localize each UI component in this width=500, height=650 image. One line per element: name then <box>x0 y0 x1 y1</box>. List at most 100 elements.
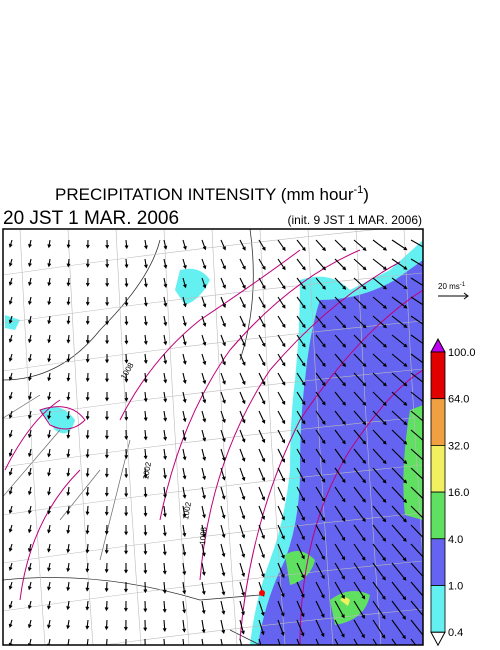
wind-arrow <box>8 505 13 514</box>
wind-arrow <box>239 315 246 328</box>
wind-arrow <box>162 619 167 633</box>
colorbar-label: 4.0 <box>448 534 463 546</box>
coastline <box>3 394 131 561</box>
wind-arrow <box>8 448 13 457</box>
wind-arrow <box>239 638 243 645</box>
wind-arrow <box>85 505 90 516</box>
wind-arrow <box>182 486 187 499</box>
reference-text: 20 ms <box>438 282 460 291</box>
wind-arrow <box>353 334 367 348</box>
wind-arrow <box>28 429 32 439</box>
wind-arrow <box>85 296 90 306</box>
wind-arrow <box>8 258 13 267</box>
title-text: PRECIPITATION INTENSITY (mm hour <box>55 185 354 204</box>
colorbar-label: 100.0 <box>448 347 476 359</box>
wind-arrow <box>28 296 32 306</box>
wind-arrow <box>220 315 226 328</box>
wind-arrow <box>315 296 326 310</box>
wind-arrow <box>315 581 325 599</box>
wind-arrow <box>334 562 345 580</box>
wind-arrow <box>410 524 423 539</box>
colorbar-label: 64.0 <box>448 394 469 406</box>
wind-arrow <box>315 638 320 645</box>
wind-arrow <box>334 429 346 445</box>
wind-arrow <box>85 600 90 611</box>
wind-arrow <box>277 486 285 502</box>
wind-arrow <box>277 372 286 386</box>
wind-arrow <box>8 239 13 248</box>
wind-arrow <box>391 562 407 581</box>
wind-arrow <box>239 296 246 309</box>
wind-arrow <box>391 543 407 562</box>
colorbar: 100.0 64.0 32.0 16.0 4.0 1.0 0.4 <box>430 337 476 647</box>
wind-arrow <box>334 524 346 542</box>
contour-label: 1002 <box>141 461 153 481</box>
wind-arrow <box>296 372 306 387</box>
wind-arrow <box>239 505 246 520</box>
wind-arrow <box>162 600 167 613</box>
wind-arrow <box>277 467 285 482</box>
isobars <box>4 249 423 645</box>
wind-arrow <box>125 638 127 645</box>
wind-arrow <box>47 353 52 363</box>
wind-arrow <box>8 429 13 438</box>
wind-arrow <box>372 391 387 406</box>
wind-arrow <box>201 467 206 481</box>
wind-arrow <box>334 353 347 368</box>
parallel <box>3 560 423 612</box>
wind-arrow <box>124 410 129 421</box>
wind-arrow <box>220 391 226 404</box>
wind-arrow <box>334 486 346 503</box>
wind-arrow <box>315 543 325 560</box>
wind-arrow <box>163 315 168 327</box>
wind-arrow <box>163 239 168 250</box>
wind-arrow <box>182 258 187 270</box>
wind-arrow <box>144 638 146 645</box>
wind-arrow <box>410 353 423 364</box>
wind-arrow <box>28 391 32 401</box>
wind-arrow <box>182 315 187 327</box>
wind-arrow <box>104 486 109 497</box>
wind-arrow <box>353 315 367 329</box>
wind-arrow <box>85 638 89 645</box>
wind-arrow <box>258 429 266 444</box>
wind-arrow <box>201 315 207 327</box>
wind-arrow <box>143 315 148 326</box>
wind-arrow <box>143 296 148 307</box>
wind-arrow <box>372 296 388 309</box>
wind-arrow <box>239 353 246 366</box>
wind-arrow <box>220 581 226 596</box>
wind-arrow <box>143 372 148 384</box>
wind-arrow <box>239 562 246 578</box>
wind-arrow <box>27 467 32 477</box>
wind-arrow <box>334 505 346 522</box>
wind-arrow <box>220 638 223 645</box>
wind-arrow <box>315 391 326 406</box>
wind-arrow <box>27 486 32 496</box>
wind-arrow <box>334 600 345 619</box>
wind-arrow <box>258 448 266 463</box>
wind-arrow <box>47 391 52 401</box>
wind-arrow <box>124 467 129 479</box>
wind-arrow <box>8 391 13 400</box>
wind-arrow <box>277 277 286 290</box>
wind-arrow <box>353 429 367 445</box>
wind-arrow <box>143 429 148 441</box>
wind-arrow <box>182 505 187 518</box>
wind-arrow <box>258 524 265 540</box>
wind-arrow <box>85 581 90 592</box>
wind-arrow <box>143 562 148 575</box>
wind-arrow <box>258 467 266 482</box>
wind-arrow <box>85 448 90 459</box>
colorbar-under <box>430 631 446 647</box>
wind-arrow <box>258 296 266 309</box>
wind-arrow <box>372 562 386 581</box>
wind-arrow <box>182 524 187 538</box>
wind-arrow <box>258 543 265 559</box>
wind-arrow <box>66 562 71 573</box>
wind-arrow <box>47 581 51 591</box>
wind-arrow <box>163 486 167 499</box>
wind-arrow <box>8 619 13 628</box>
meridian <box>115 229 142 645</box>
colorbar-label: 1.0 <box>448 581 463 593</box>
